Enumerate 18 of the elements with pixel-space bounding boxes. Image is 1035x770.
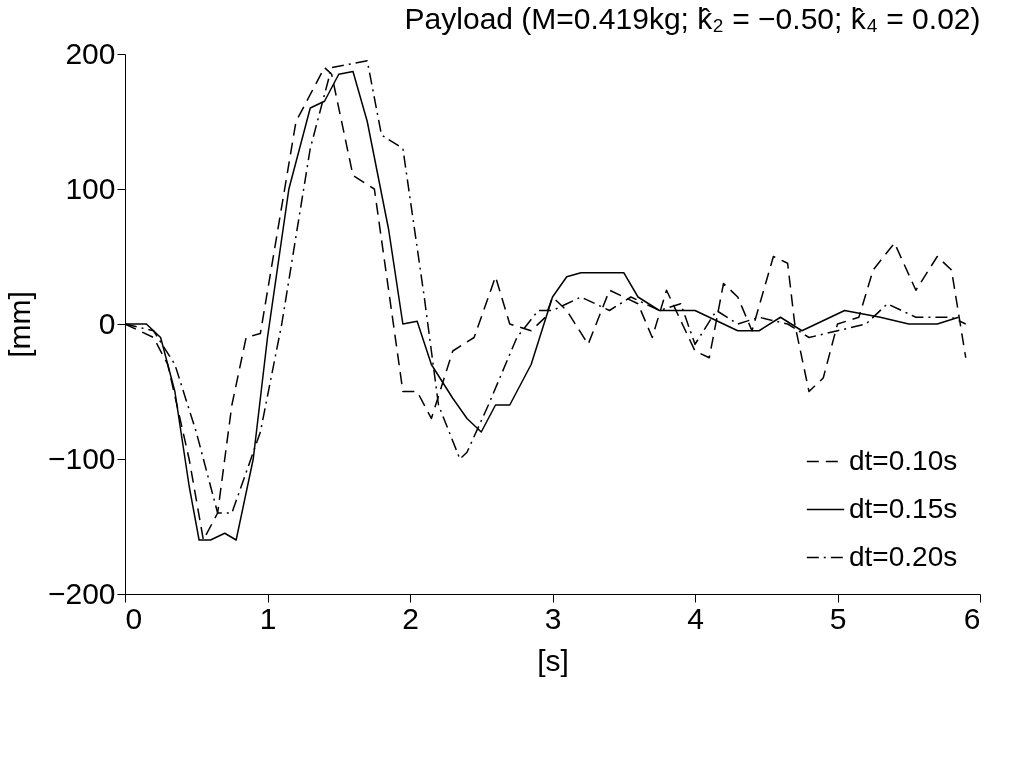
legend-label: dt=0.20s (849, 540, 958, 572)
y-tick-label: 0 (98, 306, 116, 340)
y-tick-label: 100 (65, 171, 116, 205)
y-tick-label: −200 (47, 576, 116, 610)
legend-label: dt=0.10s (849, 444, 958, 476)
x-tick-label: 4 (687, 601, 704, 635)
x-tick-label: 3 (544, 601, 562, 635)
x-tick-label: 2 (402, 601, 419, 635)
legend-label: dt=0.15s (849, 492, 958, 524)
y-tick-label: −100 (47, 441, 116, 475)
x-tick-label: 1 (259, 601, 277, 635)
x-axis-title: [s] (537, 643, 569, 677)
x-tick-label: 5 (829, 601, 847, 635)
x-tick-label: 6 (963, 601, 981, 635)
chart-title: Payload (M=0.419kg; k̂₂ = −0.50; k̂₄ = 0.02) (404, 2, 981, 35)
y-tick-label: 200 (65, 36, 116, 70)
y-axis-title: [mm] (2, 291, 36, 358)
x-tick-label: 0 (125, 601, 143, 635)
